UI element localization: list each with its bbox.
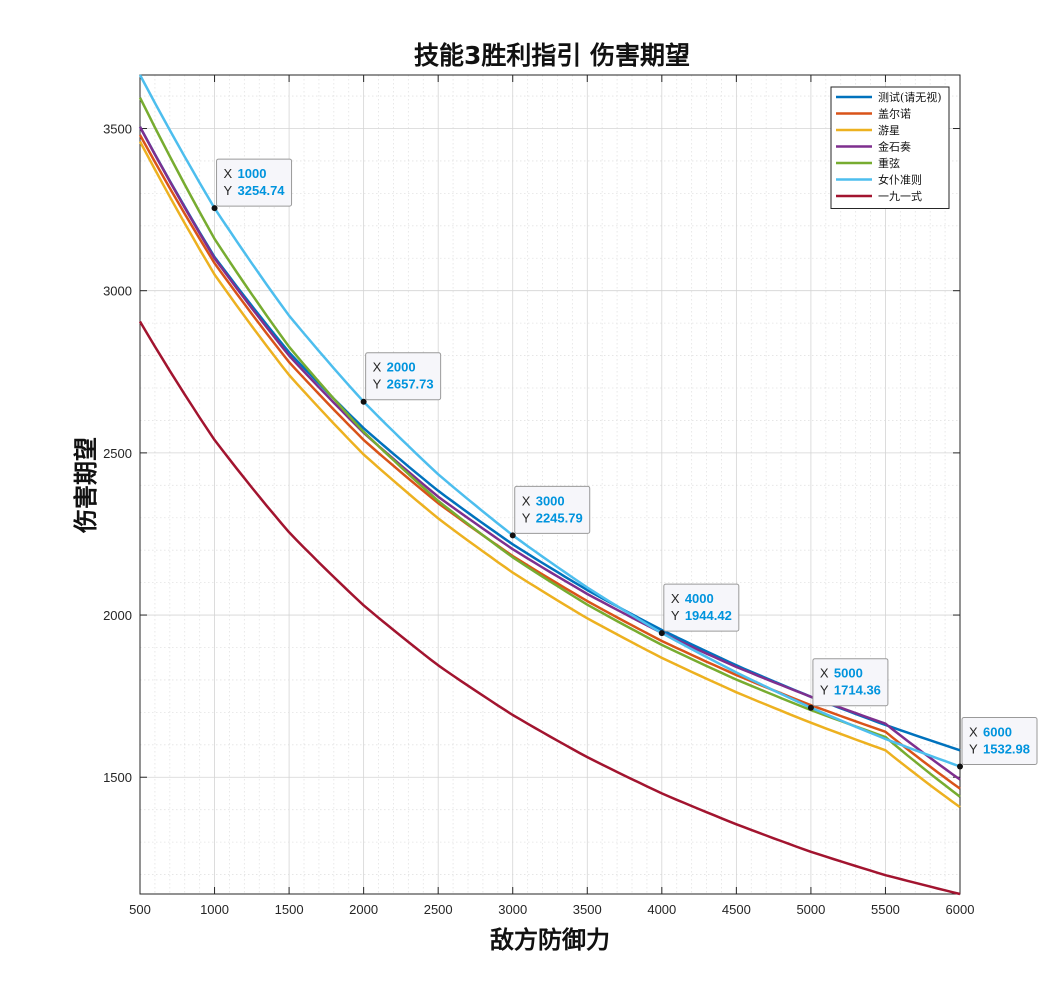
datatip-y-value: 3254.74 — [238, 183, 286, 198]
y-tick-label: 1500 — [103, 770, 132, 785]
x-tick-label: 3500 — [573, 902, 602, 917]
datatip-box — [216, 158, 293, 207]
datatip-x-value: 6000 — [983, 725, 1012, 740]
datatip-x-label: X — [224, 166, 233, 181]
major-grid — [139, 75, 961, 894]
legend-entry: 女仆准则 — [878, 173, 922, 187]
datatip-marker — [509, 532, 516, 539]
datatip-y-label: Y — [224, 183, 233, 198]
datatip-x-label: X — [820, 666, 829, 681]
series-line — [138, 140, 961, 809]
datatip-y-value: 1714.36 — [834, 683, 881, 698]
datatip-box — [812, 658, 889, 707]
minor-grid — [140, 75, 960, 894]
datatip-marker — [658, 630, 665, 637]
legend-entry: 重弦 — [878, 156, 900, 170]
datatip-box — [514, 485, 591, 534]
y-tick-label: 2000 — [103, 608, 132, 623]
x-tick-label: 1000 — [200, 902, 229, 917]
datatip-layer: X 1000 Y 3254.74 X 2000 Y 2657.73 X 3000 Y 2245.79 X… — [211, 158, 1038, 770]
y-tick-label: 3500 — [103, 122, 132, 137]
x-axis-label: 敌方防御力 — [490, 926, 610, 954]
datatip-x-value: 3000 — [536, 493, 565, 508]
datatip-x-value: 1000 — [238, 166, 267, 181]
x-tick-label: 5000 — [796, 902, 825, 917]
x-tick-label: 2000 — [349, 902, 378, 917]
x-tick-label: 1500 — [275, 902, 304, 917]
datatip-marker — [957, 763, 963, 770]
datatip-x-label: X — [522, 493, 531, 508]
series-line — [138, 74, 961, 768]
datatip-y-value: 2245.79 — [536, 510, 583, 525]
datatip-y-value: 1944.42 — [685, 608, 732, 623]
datatip-y-label: Y — [969, 742, 978, 757]
datatip-box — [961, 717, 1038, 766]
datatip-x-value: 2000 — [387, 360, 416, 375]
tick-marks — [139, 75, 961, 894]
chart-title: 技能3胜利指引 伤害期望 — [414, 41, 690, 70]
series-line — [138, 134, 961, 790]
y-tick-label: 2500 — [103, 446, 132, 461]
y-tick-labels: 1500 2000 2500 3000 3500 — [103, 122, 132, 786]
x-tick-label: 6000 — [946, 902, 975, 917]
x-tick-label: 500 — [129, 902, 151, 917]
plot-frame — [139, 74, 961, 895]
legend-entry: 金石奏 — [878, 140, 911, 154]
datatip-y-label: Y — [671, 608, 680, 623]
datatip-box — [365, 352, 442, 401]
x-tick-label: 2500 — [424, 902, 453, 917]
series-line — [138, 126, 961, 752]
datatip-marker — [807, 704, 814, 711]
datatip-x-label: X — [373, 360, 382, 375]
datatip-box — [663, 583, 740, 632]
x-tick-label: 4000 — [647, 902, 676, 917]
datatip-x-value: 5000 — [834, 666, 863, 681]
x-tick-label: 5500 — [871, 902, 900, 917]
x-tick-label: 3000 — [498, 902, 527, 917]
datatip-y-value: 2657.73 — [387, 377, 434, 392]
series-line — [138, 97, 961, 798]
legend-entry: 测试(请无视) — [878, 90, 942, 104]
x-tick-label: 4500 — [722, 902, 751, 917]
y-axis-label: 伤害期望 — [72, 437, 100, 534]
datatip-x-label: X — [969, 725, 978, 740]
datatip-x-label: X — [671, 591, 680, 606]
series-line — [138, 320, 961, 896]
datatip-x-value: 4000 — [685, 591, 714, 606]
legend-entry: 一九一式 — [878, 190, 922, 203]
datatip-y-value: 1532.98 — [983, 742, 1030, 757]
datatip-y-label: Y — [820, 683, 829, 698]
datatip-y-label: Y — [373, 377, 382, 392]
legend-entry: 游星 — [878, 124, 900, 137]
x-tick-labels: 500 1000 1500 2000 2500 3000 3500 4000 4500 5000 5… — [129, 902, 974, 917]
legend-entry: 盖尔诺 — [878, 107, 911, 121]
y-tick-label: 3000 — [103, 284, 132, 299]
datatip-y-label: Y — [522, 510, 531, 525]
datatip-marker — [211, 205, 218, 212]
datatip-marker — [360, 398, 367, 405]
